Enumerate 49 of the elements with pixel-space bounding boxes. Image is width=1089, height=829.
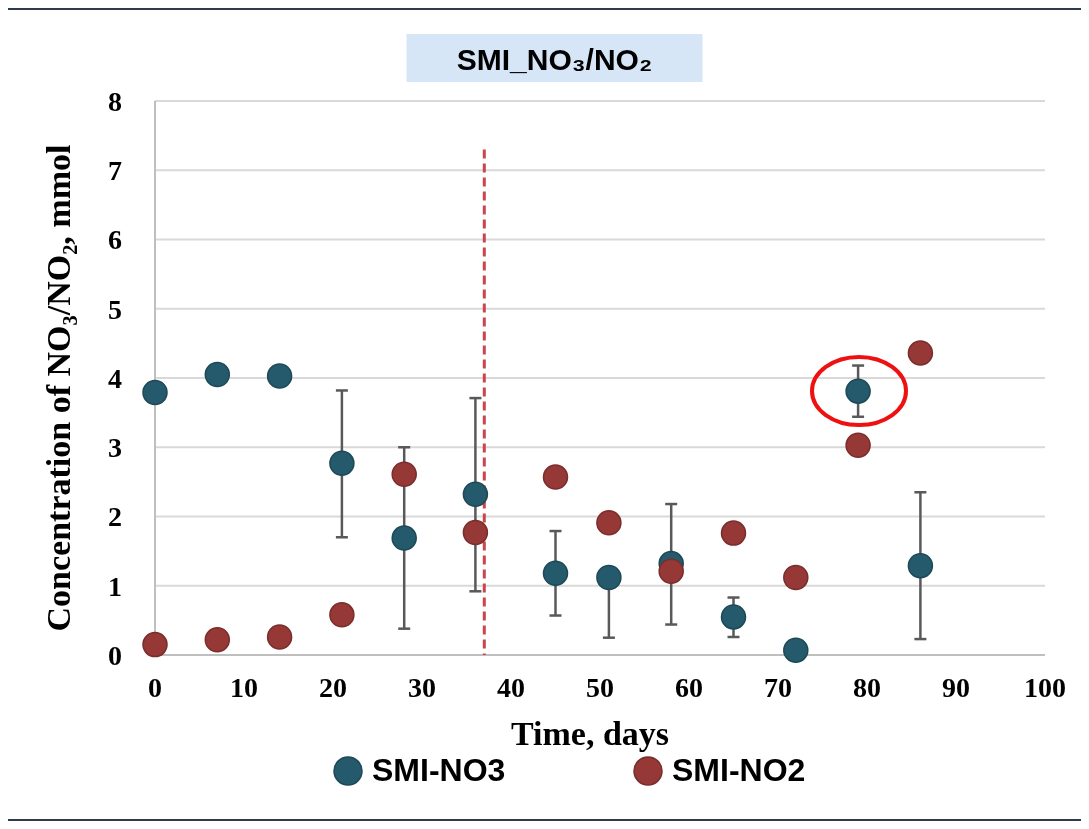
point <box>596 564 622 591</box>
x-tick-label: 60 <box>675 672 703 703</box>
point <box>542 464 569 490</box>
y-tick-label: 0 <box>108 639 122 671</box>
x-tick-label: 0 <box>148 672 162 703</box>
x-tick-label: 90 <box>942 672 970 703</box>
point <box>391 461 417 488</box>
x-tick-label: 70 <box>764 672 792 703</box>
x-tick-label: 40 <box>497 672 525 703</box>
y-tick-label: 4 <box>108 362 122 394</box>
y-tick-label: 8 <box>108 85 122 117</box>
x-tick-label: 50 <box>586 672 614 703</box>
point <box>266 624 293 650</box>
chart-title: SMI_NO₃/NO₂ <box>456 43 653 76</box>
y-tick-label: 6 <box>108 224 122 256</box>
point <box>907 552 934 579</box>
x-tick-label: 30 <box>408 672 436 703</box>
point <box>658 558 684 584</box>
point <box>845 432 871 458</box>
x-tick-label: 10 <box>230 672 258 703</box>
point <box>462 481 489 508</box>
point <box>907 340 934 366</box>
point <box>266 363 293 389</box>
point <box>720 520 747 546</box>
point <box>329 602 355 628</box>
point <box>783 637 809 663</box>
y-tick-label: 5 <box>108 293 122 325</box>
x-tick-label: 80 <box>853 672 881 703</box>
legend-label: SMI-NO2 <box>672 752 806 788</box>
x-tick-label: 100 <box>1024 672 1066 703</box>
x-tick-label: 20 <box>319 672 347 703</box>
point <box>783 564 809 591</box>
point <box>391 525 417 551</box>
y-axis-title: Concentration of NO₃/NO₂, mmol <box>40 144 77 632</box>
point <box>462 519 489 546</box>
y-tick-label: 3 <box>108 432 122 464</box>
y-tick-label: 2 <box>108 501 122 533</box>
point <box>142 379 168 406</box>
y-tick-label: 7 <box>108 155 122 187</box>
x-axis-title: Time, days <box>510 715 670 752</box>
point <box>329 450 355 476</box>
point <box>204 361 231 388</box>
point <box>204 627 231 653</box>
point <box>596 509 622 536</box>
point <box>142 631 168 658</box>
point <box>720 604 747 630</box>
y-tick-label: 1 <box>108 570 122 602</box>
point <box>542 560 569 587</box>
legend-label: SMI-NO3 <box>372 752 506 788</box>
